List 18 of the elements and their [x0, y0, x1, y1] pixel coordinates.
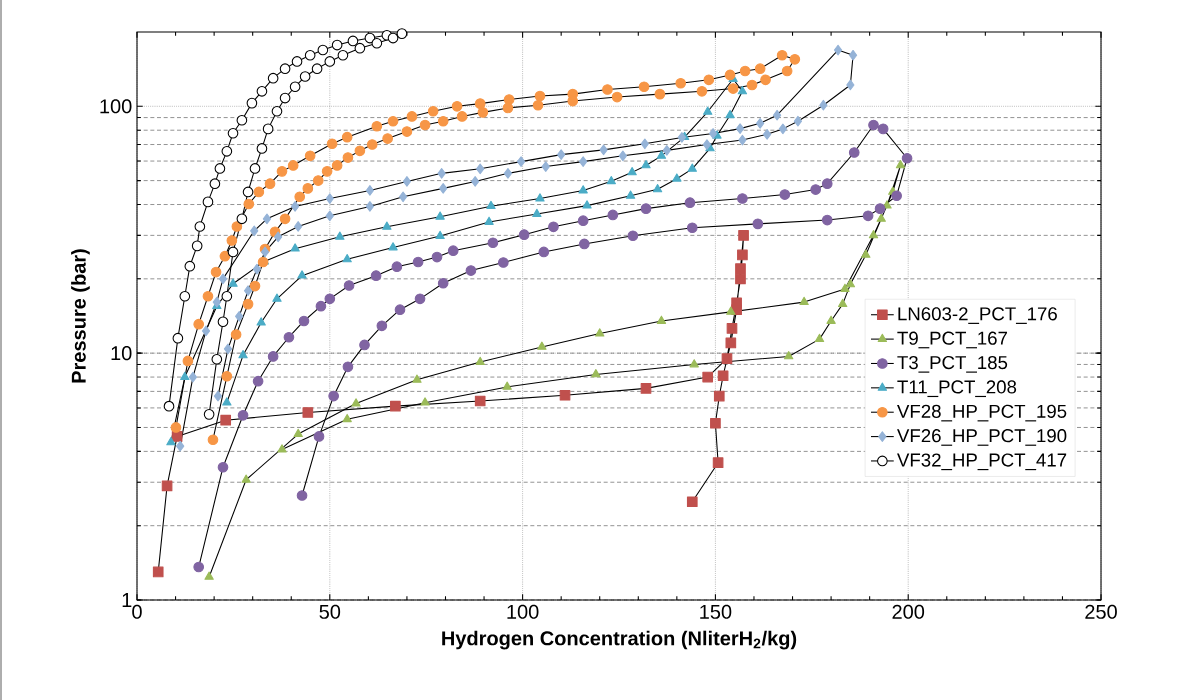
y-axis-title: Pressure (bar) — [71, 249, 90, 383]
y-tick-label: 10 — [111, 346, 132, 361]
x-axis-title: Hydrogen Concentration (NliterH$_{2}$/kg) — [442, 630, 797, 650]
x-tick-label: 100 — [507, 604, 539, 619]
legend-label: T3_PCT_185 — [897, 355, 1008, 373]
legend-label: VF26_HP_PCT_190 — [897, 429, 1067, 446]
legend-label: LN603-2_PCT_176 — [898, 307, 1057, 324]
legend-label: VF28_HP_PCT_195 — [897, 404, 1067, 422]
x-tick-label: 50 — [319, 604, 341, 619]
x-tick-label: 250 — [1085, 604, 1117, 619]
legend-label: T9_PCT_167 — [897, 331, 1008, 349]
legend-label: T11_PCT_208 — [897, 380, 1017, 398]
x-tick-label: 200 — [892, 604, 925, 619]
x-tick-label: 0 — [132, 604, 142, 619]
x-tick-label: 150 — [700, 604, 732, 619]
y-tick-label: 1 — [122, 593, 132, 607]
legend-label: VF32_HP_PCT_417 — [897, 453, 1067, 471]
y-tick-label: 100 — [100, 99, 132, 114]
